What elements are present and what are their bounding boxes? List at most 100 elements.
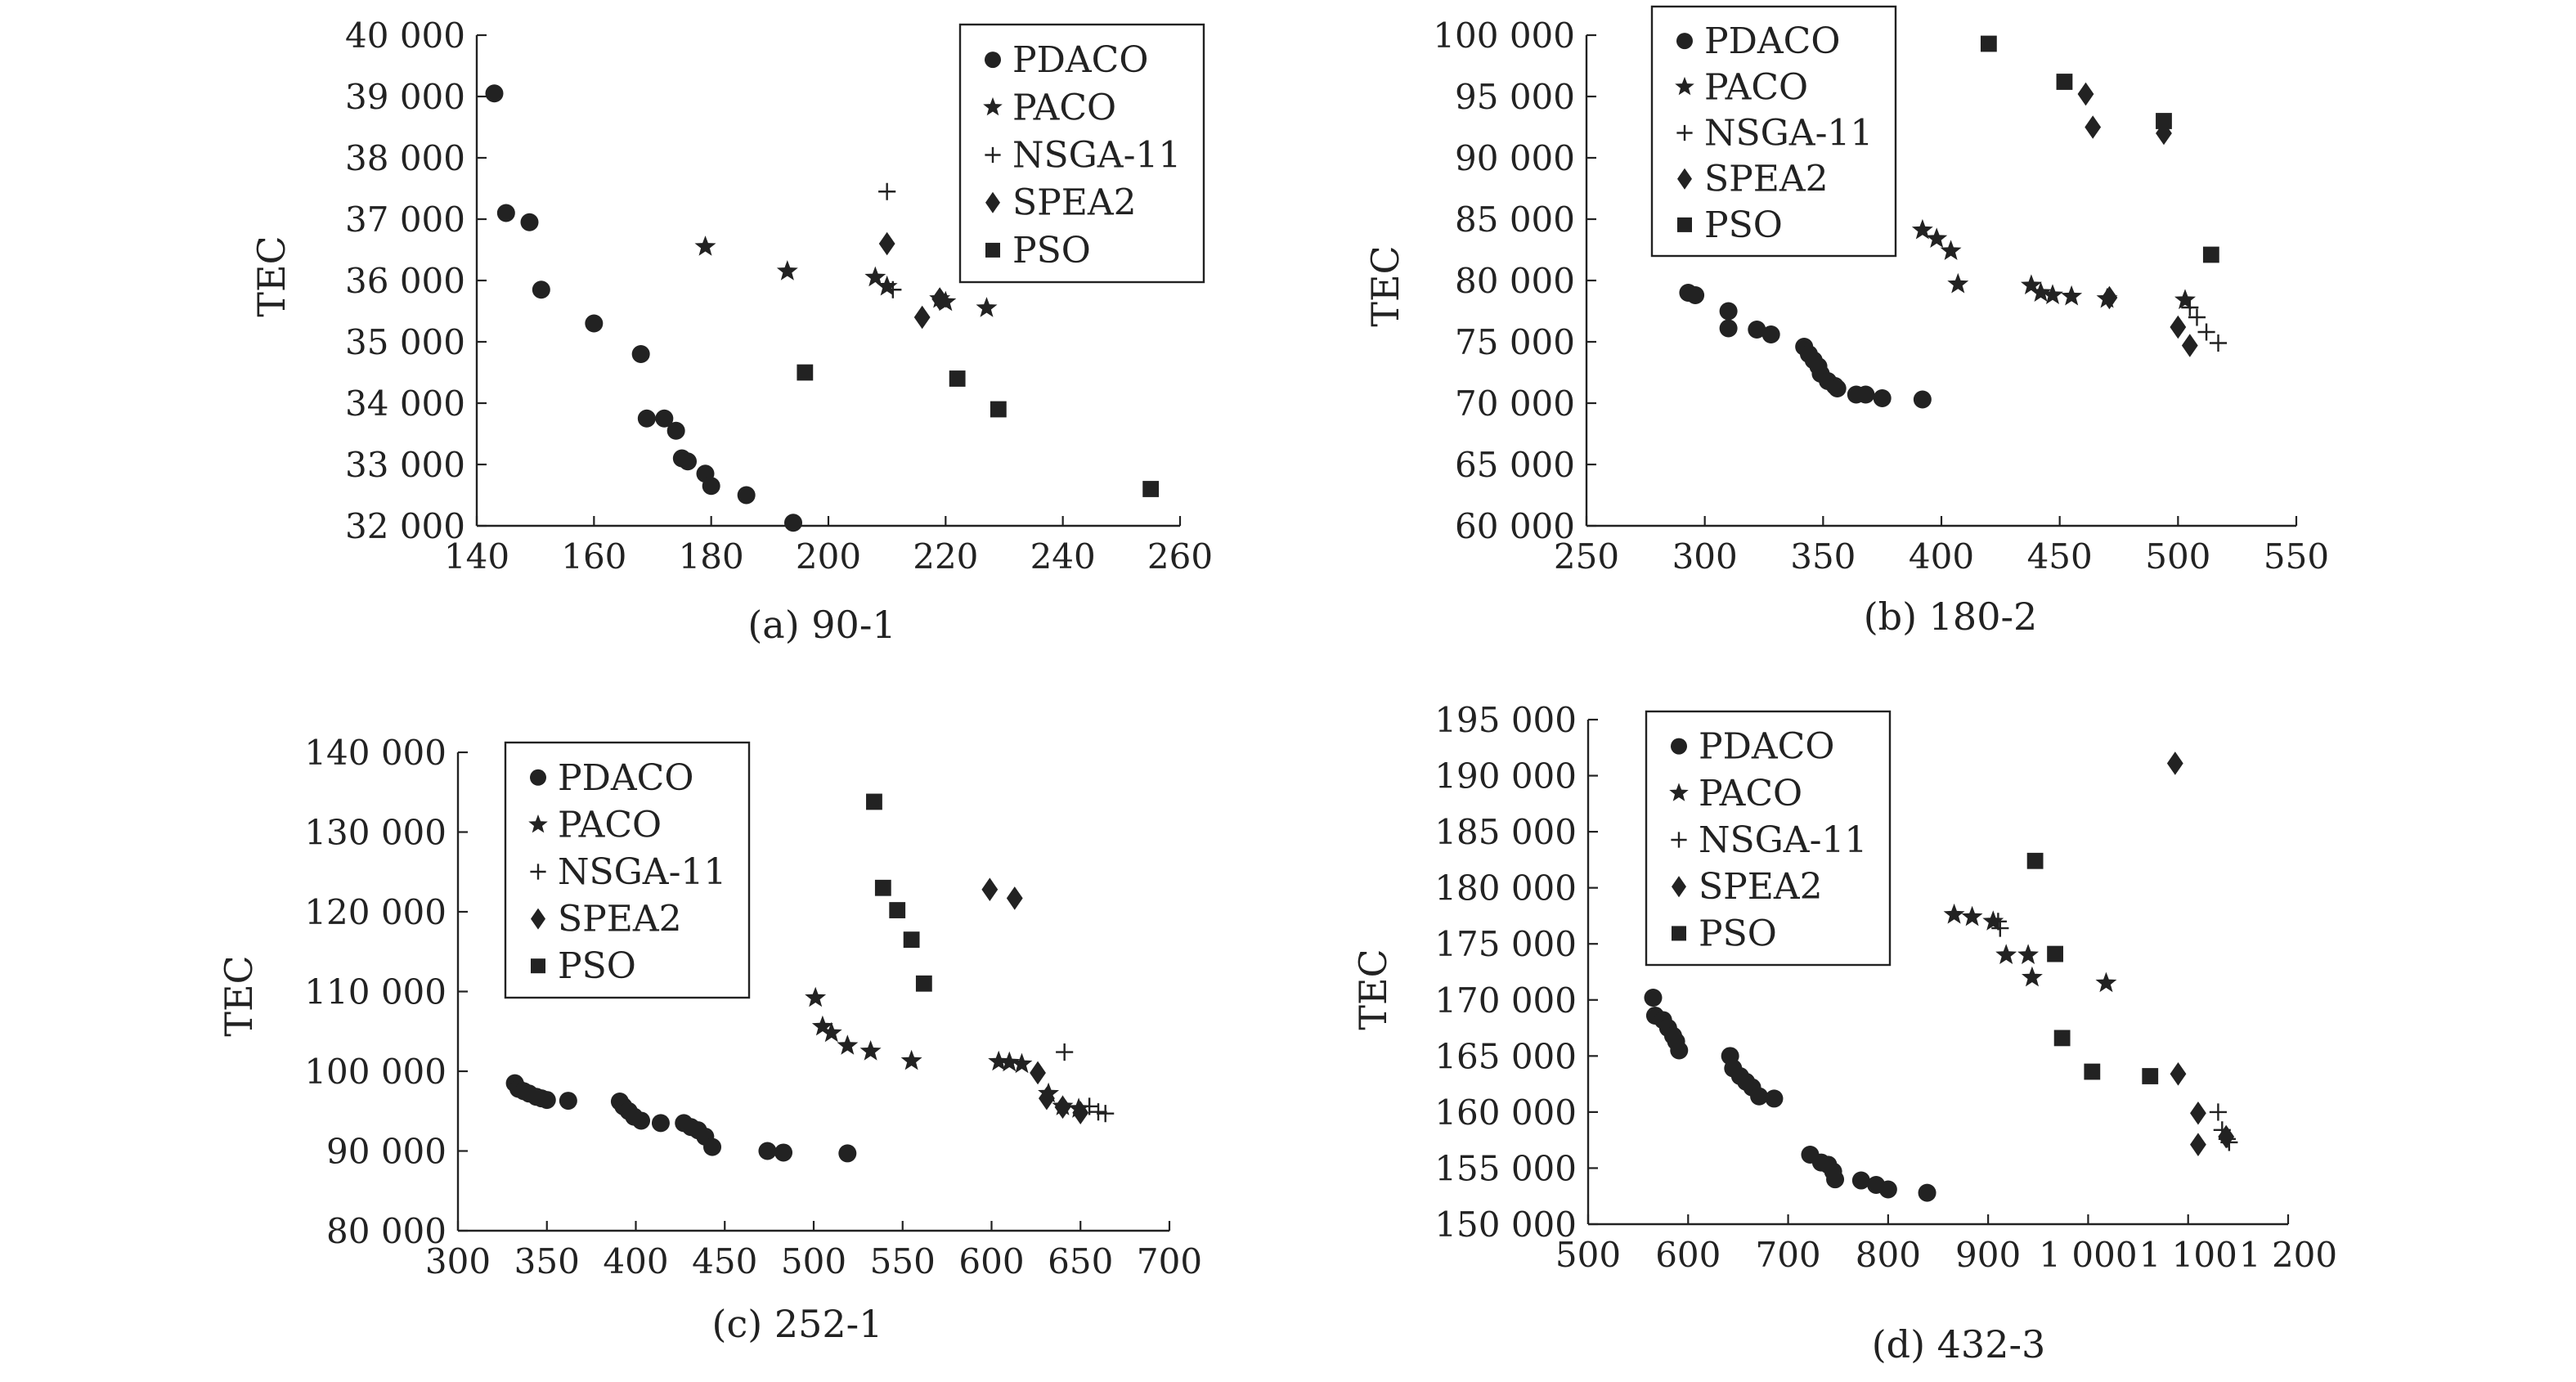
data-point-pso [866,793,882,810]
x-tick-label: 140 [444,536,509,577]
legend-marker-spea2 [531,908,545,930]
data-point-pso [889,902,906,918]
y-tick-label: 90 000 [1455,138,1575,178]
data-point-nsga-11 [2209,334,2228,352]
y-tick-label: 40 000 [345,16,465,56]
data-point-spea2 [2077,82,2094,106]
y-tick-label: 150 000 [1434,1205,1577,1245]
data-point-pdaco [655,409,674,428]
data-point-nsga-11 [2188,308,2206,326]
legend-box [958,23,1205,284]
chart-caption: (d) 432-3 [1872,1322,2046,1366]
x-tick-label: 450 [2027,536,2093,577]
data-point-pdaco [1748,321,1766,339]
data-point-paco [999,1051,1021,1072]
y-tick-label: 90 000 [326,1132,447,1172]
data-point-spea2 [2190,1101,2206,1125]
x-tick-label: 600 [958,1241,1024,1281]
y-tick-label: 100 000 [1433,16,1575,56]
chart-panel-a: (a) 90-1 TEC 32 000 33 000 34 000 35 000 36 … [249,16,1213,647]
data-point-nsga-11 [2209,1103,2227,1121]
x-tick-label: 450 [692,1241,757,1281]
data-point-pso [874,879,891,896]
data-point-spea2 [1006,886,1023,910]
legend-label: SPEA2 [1704,159,1829,200]
y-axis-label: TEC [1363,245,1407,326]
legend-marker-paco [528,814,548,833]
y-tick-label: 60 000 [1455,506,1575,546]
data-marks [1644,752,2238,1202]
x-tick-label: 300 [1672,536,1738,577]
x-tick-label: 700 [1755,1235,1820,1275]
data-point-paco [864,266,886,287]
data-point-pdaco [1670,1041,1689,1060]
x-tick-label: 650 [1048,1241,1113,1281]
data-point-paco [900,1049,922,1070]
legend-label: SPEA2 [1012,182,1137,224]
data-point-pdaco [632,1111,651,1130]
x-tick-label: 900 [1955,1235,2021,1275]
y-tick-label: 39 000 [345,77,465,117]
legend-label: PDACO [1699,726,1834,768]
y-tick-label: 80 000 [1455,261,1575,301]
x-tick-label: 220 [913,536,978,577]
data-point-pso [797,364,814,381]
data-point-paco [2021,274,2042,294]
data-point-spea2 [2181,334,2198,357]
data-point-nsga-11 [1089,1103,1107,1121]
legend-marker-pso [1672,926,1686,941]
data-point-paco [2022,966,2043,987]
data-point-spea2 [2190,1133,2206,1156]
legend-marker-paco [1675,76,1694,96]
data-point-pdaco [1856,385,1875,404]
data-point-pso [2142,1068,2159,1084]
legend-marker-pdaco [530,769,546,786]
y-tick-label: 170 000 [1434,980,1577,1021]
data-point-paco [837,1034,859,1055]
legend-marker-nsga-11 [1671,832,1687,848]
data-point-pdaco [703,1137,722,1156]
data-point-nsga-11 [696,464,715,482]
data-point-paco [859,1040,882,1061]
data-point-pdaco [679,452,697,471]
data-point-pso [1142,481,1160,497]
legend-marker-pso [531,958,545,974]
y-axis-label: TEC [249,236,294,316]
legend-marker-spea2 [1677,168,1692,190]
data-point-paco [2042,284,2063,304]
chart-caption: (b) 180-2 [1864,595,2038,639]
x-tick-label: 400 [1909,536,1974,577]
y-tick-label: 190 000 [1434,756,1577,796]
data-point-pso [2026,852,2044,869]
legend-marker-paco [983,96,1003,116]
legend-label: NSGA-11 [1699,819,1867,861]
x-tick-label: 500 [1555,1235,1621,1275]
data-point-paco [1995,944,2017,964]
y-tick-label: 35 000 [345,322,465,362]
legend-label: PACO [1699,773,1802,814]
data-point-paco [811,1015,833,1036]
data-point-paco [2030,281,2052,302]
chart-caption: (c) 252-1 [712,1302,883,1346]
legend-label: PACO [1704,66,1808,108]
data-point-pdaco [666,421,685,440]
data-point-pdaco [485,84,504,103]
chart-panel-b: (b) 180-2 TEC 60 000 65 000 70 000 75 000 80… [1363,5,2329,639]
x-tick-label: 1 200 [2239,1235,2337,1275]
y-tick-label: 70 000 [1455,384,1575,424]
data-point-paco [2095,971,2117,993]
data-point-pdaco [585,314,604,333]
data-point-paco [988,1050,1010,1071]
chart-caption: (a) 90-1 [747,603,895,647]
y-tick-label: 130 000 [304,813,447,853]
y-tick-label: 110 000 [304,972,447,1012]
data-point-spea2 [878,231,895,256]
data-point-pso [2047,945,2063,962]
x-tick-label: 300 [425,1241,491,1281]
data-point-paco [2017,944,2039,964]
x-tick-label: 800 [1856,1235,1921,1275]
data-marks [485,84,1160,532]
